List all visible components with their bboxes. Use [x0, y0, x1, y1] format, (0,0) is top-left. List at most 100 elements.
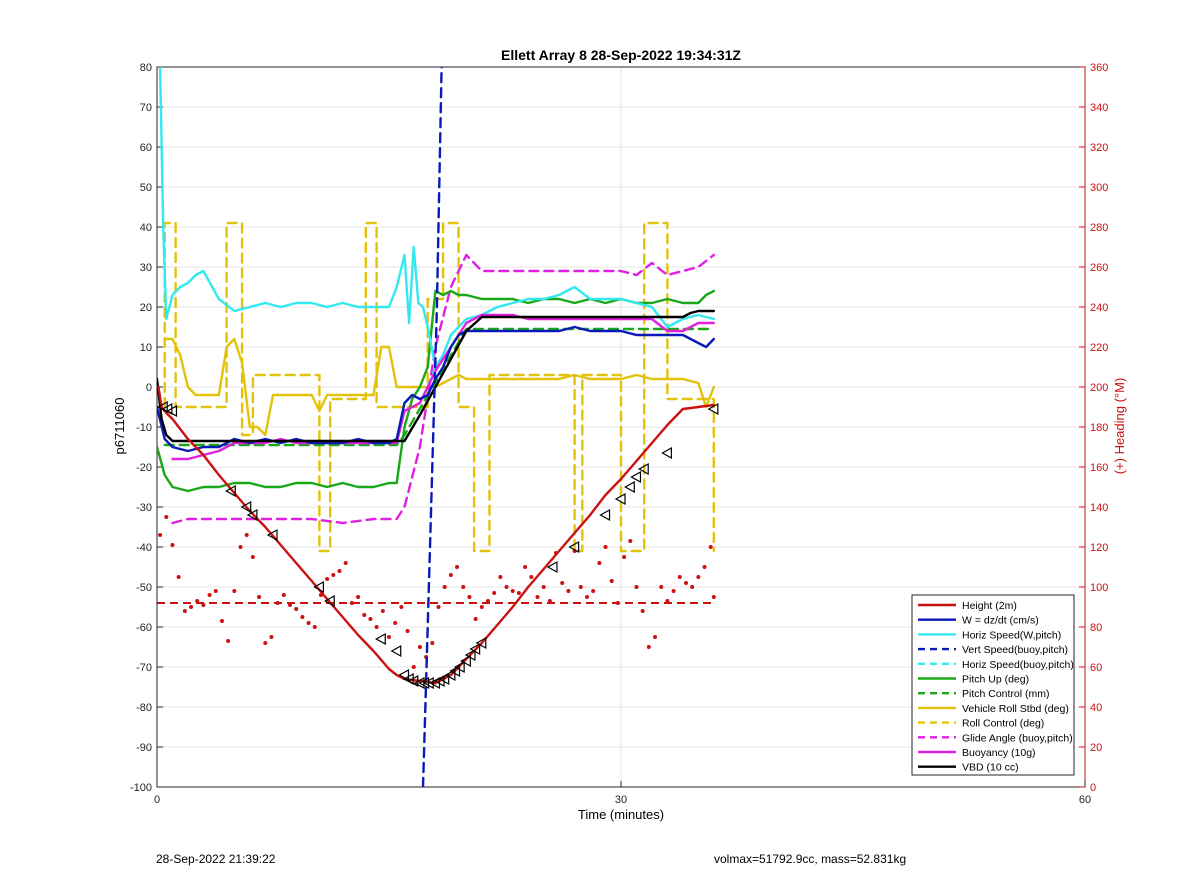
heading-point [300, 615, 305, 619]
heading-point [510, 589, 515, 593]
legend-label: Pitch Up (deg) [962, 674, 1029, 686]
height-marker [469, 642, 481, 656]
heading-point [368, 617, 373, 621]
y-tick-label-right: 360 [1090, 62, 1108, 74]
height-marker [568, 540, 580, 554]
height-marker [449, 664, 461, 678]
heading-point [343, 561, 348, 565]
heading-point [461, 585, 466, 589]
y-tick-label-left: 10 [140, 342, 152, 354]
heading-point [683, 581, 688, 585]
heading-point [331, 573, 336, 577]
legend-label: Height (2m) [962, 600, 1017, 612]
y-tick-label-left: -10 [136, 422, 152, 434]
heading-point [523, 565, 528, 569]
x-axis-label: Time (minutes) [578, 807, 664, 822]
heading-point [603, 545, 608, 549]
heading-point [702, 565, 707, 569]
heading-point [294, 607, 299, 611]
heading-point [711, 595, 716, 599]
heading-point [591, 589, 596, 593]
heading-point [244, 533, 249, 537]
heading-point [436, 605, 441, 609]
y-tick-label-right: 240 [1090, 302, 1108, 314]
heading-point [442, 585, 447, 589]
heading-point [547, 599, 552, 603]
y-tick-label-right: 60 [1090, 662, 1102, 674]
y-tick-label-right: 340 [1090, 102, 1108, 114]
heading-point [164, 515, 169, 519]
legend-box [911, 594, 1075, 776]
heading-point [479, 605, 484, 609]
height-marker [246, 508, 258, 522]
heading-point [195, 599, 200, 603]
legend-label: Pitch Control (mm) [962, 688, 1050, 700]
series-line-11 [157, 309, 715, 443]
heading-point [609, 579, 614, 583]
heading-point [201, 603, 206, 607]
y-tick-label-left: 60 [140, 142, 152, 154]
legend-label: Horiz Speed(buoy,pitch) [962, 659, 1074, 671]
y-tick-label-left: -40 [136, 542, 152, 554]
heading-point [349, 601, 354, 605]
heading-point [356, 595, 361, 599]
heading-point [306, 621, 311, 625]
height-marker [313, 580, 324, 594]
height-marker [460, 654, 471, 668]
footer-timestamp: 28-Sep-2022 21:39:22 [156, 852, 276, 866]
heading-point [566, 589, 571, 593]
heading-point [696, 575, 701, 579]
heading-point [659, 585, 664, 589]
height-marker [422, 676, 434, 690]
legend-label: VBD (10 cc) [962, 762, 1019, 774]
y-tick-label-left: -80 [136, 702, 152, 714]
series-line-9 [171, 253, 715, 525]
height-marker [614, 492, 626, 506]
height-marker [637, 462, 649, 476]
legend-label: Roll Control (deg) [962, 718, 1044, 730]
heading-point [498, 575, 503, 579]
heading-point [430, 641, 435, 645]
x-tick-label: 0 [154, 794, 160, 806]
heading-point [671, 589, 676, 593]
heading-point [405, 629, 410, 633]
y-tick-label-left: 30 [140, 262, 152, 274]
height-marker [444, 668, 456, 682]
heading-point [232, 589, 237, 593]
y-tick-label-right: 260 [1090, 262, 1108, 274]
heading-point [207, 593, 212, 597]
footer-summary: volmax=51792.9cc, mass=52.831kg [714, 852, 907, 866]
height-marker [599, 508, 611, 522]
y-tick-label-right: 180 [1090, 422, 1108, 434]
height-marker [475, 636, 487, 650]
y-tick-label-right: 160 [1090, 462, 1108, 474]
heading-point [325, 577, 330, 581]
height-marker [624, 480, 635, 494]
height-marker [418, 676, 430, 690]
heading-point [541, 585, 546, 589]
heading-point [492, 591, 497, 595]
heading-point [640, 609, 645, 613]
height-marker [323, 594, 335, 608]
heading-point [312, 625, 317, 629]
heading-point [708, 545, 713, 549]
heading-point [646, 645, 651, 649]
y-tick-label-right: 40 [1090, 702, 1102, 714]
y-tick-label-left: -30 [136, 502, 152, 514]
y-axis-label-left: p6711060 [112, 398, 127, 455]
height-marker [546, 560, 558, 574]
heading-point [269, 635, 274, 639]
heading-point [275, 601, 280, 605]
y-tick-label-left: 70 [140, 102, 152, 114]
heading-point [387, 635, 391, 639]
series-line-2 [158, 67, 715, 369]
y-tick-label-right: 140 [1090, 502, 1108, 514]
heading-point [219, 619, 224, 623]
height-marker [266, 528, 278, 542]
y-tick-label-left: -70 [136, 662, 152, 674]
heading-point [677, 575, 682, 579]
y-tick-label-left: -100 [130, 782, 152, 794]
y-axis-label-right: (+) Heading (°M) [1112, 378, 1127, 475]
height-marker [707, 402, 719, 416]
